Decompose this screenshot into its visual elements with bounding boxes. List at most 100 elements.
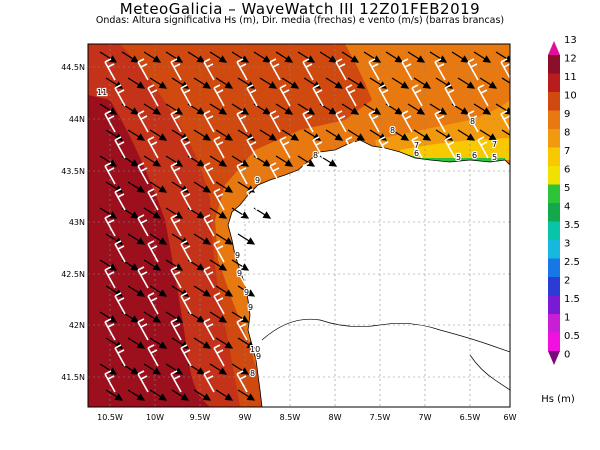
wave-arrow (209, 207, 228, 219)
wave-arrow (143, 155, 162, 167)
colorbar-tick-label: 11 (564, 72, 577, 83)
contour-label: 9 (256, 352, 261, 361)
contour-label: 6 (472, 151, 477, 160)
wind-barb (213, 240, 225, 263)
wind-barb (467, 58, 479, 81)
wave-arrow (237, 285, 256, 297)
lat-label: 44N (69, 115, 85, 124)
wind-barb (137, 58, 149, 81)
wind-barb (500, 58, 510, 80)
wind-barb (368, 110, 380, 133)
wave-arrow (231, 363, 250, 375)
wind-barb (279, 136, 291, 159)
wave-arrow (187, 51, 206, 63)
wave-arrow (341, 103, 360, 115)
wind-barb (378, 136, 390, 159)
contour-label: 8 (313, 151, 318, 160)
wind-barb (180, 188, 192, 211)
wave-arrow (165, 259, 184, 271)
wind-barb (180, 136, 192, 159)
lon-label: 7W (419, 413, 432, 422)
wave-arrow (341, 51, 360, 63)
wind-barb (368, 58, 380, 81)
wave-arrow (127, 181, 146, 193)
wave-arrow (127, 77, 146, 89)
wave-arrow (209, 311, 228, 323)
wind-barb (269, 58, 281, 81)
wave-arrow (275, 155, 294, 167)
contour-label: 9 (248, 303, 253, 312)
wave-arrow (143, 363, 162, 375)
wave-arrow (215, 129, 234, 141)
wind-barb (114, 136, 126, 159)
colorbar-unit-label: Hs (m) (541, 394, 575, 405)
wave-arrow (231, 259, 250, 271)
wave-arrow (325, 129, 344, 141)
land-mass (227, 139, 510, 407)
colorbar-swatch (548, 73, 560, 92)
colorbar-swatch (548, 295, 560, 314)
contour-label: 9 (244, 288, 249, 297)
wave-arrow (143, 207, 162, 219)
wind-barb (401, 110, 413, 133)
wind-barb (246, 136, 258, 159)
wind-barb (104, 266, 116, 289)
wave-arrow (231, 155, 250, 167)
wave-arrow (171, 389, 190, 401)
lat-axis: 44.5N 44N 43.5N 43N 42.5N 42N 41.5N (61, 63, 85, 382)
wind-barb (444, 136, 456, 159)
wind-barb (114, 84, 126, 107)
wind-barb (170, 162, 182, 185)
wind-barb (434, 58, 446, 81)
lon-label: 10.5W (97, 413, 123, 422)
wind-barb (180, 84, 192, 107)
wind-barb (213, 136, 225, 159)
contour-label: 10 (250, 345, 260, 354)
wind-barb (203, 266, 215, 289)
wind-barb (180, 240, 192, 263)
wave-arrow (209, 259, 228, 271)
colorbar-tick-label: 4 (564, 202, 570, 213)
wave-arrow (127, 233, 146, 245)
wave-arrow (215, 337, 234, 349)
wave-arrow (501, 129, 510, 136)
colorbar-swatch (548, 92, 560, 111)
wave-arrow (99, 311, 118, 323)
chart-title: MeteoGalicia – WaveWatch III 12Z01FEB201… (119, 0, 481, 18)
wave-arrow (99, 155, 118, 167)
colorbar-tick-label: 5 (564, 183, 570, 194)
wind-barb (312, 84, 324, 107)
contour-label: 8 (470, 117, 475, 126)
colorbar-tick-label: 12 (564, 54, 577, 65)
wave-arrow (231, 311, 250, 323)
wave-arrow (501, 77, 510, 84)
wave-arrow (127, 389, 146, 401)
wave-arrow (143, 311, 162, 323)
wave-arrow (165, 207, 184, 219)
wave-arrow (363, 103, 382, 115)
colorbar-swatch (548, 240, 560, 259)
colorbar-tick-label: 0.5 (564, 331, 580, 342)
wind-barb (401, 58, 413, 81)
country-border-2 (469, 354, 510, 391)
colorbar-tick-label: 10 (564, 91, 577, 102)
wave-arrow (165, 155, 184, 167)
wind-barb (236, 58, 248, 81)
wave-arrow (281, 129, 300, 141)
lon-label: 8W (329, 413, 342, 422)
wind-barb (104, 162, 116, 185)
wind-barb (378, 84, 390, 107)
colorbar-tick-label: 2.5 (564, 257, 580, 268)
wave-arrow (363, 51, 382, 63)
wave-arrow (165, 103, 184, 115)
wave-arrow (215, 77, 234, 89)
colorbar: 13 12 11 10 9 8 7 6 5 4 3.5 3 2.5 2 1.5 1 0.5 0 (548, 35, 580, 365)
wind-barb (500, 110, 510, 132)
colorbar-swatch (548, 277, 560, 296)
wave-arrow (165, 51, 184, 63)
wave-arrow (259, 77, 278, 89)
wind-barb (114, 240, 126, 263)
wind-barb (213, 344, 225, 367)
wind-barb (269, 110, 281, 133)
